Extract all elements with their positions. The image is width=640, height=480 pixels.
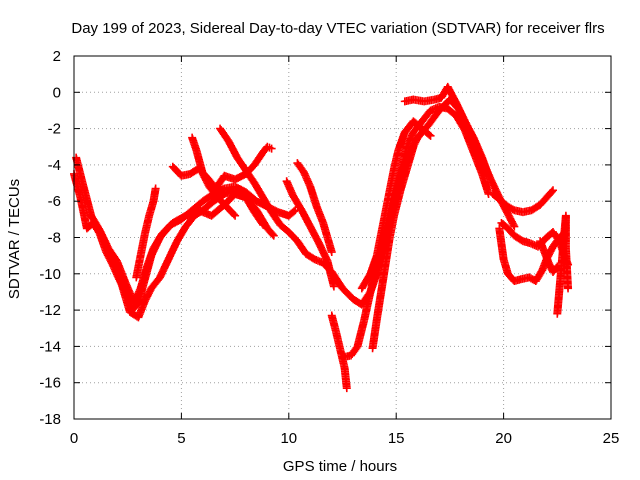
x-tick-label: 15	[388, 430, 405, 447]
series-track-4	[132, 184, 160, 282]
y-tick-label: -8	[48, 230, 61, 247]
y-tick-label: -4	[48, 157, 61, 174]
series-track-18	[536, 237, 562, 276]
series-track-9	[293, 159, 336, 257]
series-track-19	[553, 211, 573, 318]
data-point	[409, 142, 418, 151]
series-track-6	[188, 133, 240, 220]
x-tick-label: 5	[177, 430, 185, 447]
data-point	[229, 210, 238, 219]
y-tick-label: -14	[39, 338, 61, 355]
y-tick-label: 2	[53, 48, 61, 65]
x-tick-label: 25	[603, 430, 620, 447]
data-point	[267, 144, 276, 153]
y-tick-label: -10	[39, 266, 61, 283]
y-tick-label: -12	[39, 302, 61, 319]
axis-ticks: 0 5 10 15 20 25 -18 -16 -14 -12 -10 -8 -6 -4 -2 0 2	[39, 48, 619, 447]
y-tick-label: -6	[48, 193, 61, 210]
y-tick-label: -2	[48, 121, 61, 138]
series-track-15	[488, 186, 558, 217]
data-point	[547, 187, 556, 196]
data-point	[258, 219, 267, 228]
y-tick-label: -16	[39, 375, 61, 392]
data-point	[329, 282, 338, 291]
series-track-8	[282, 177, 338, 291]
data-point	[549, 186, 558, 195]
series-track-13	[368, 142, 418, 353]
y-tick-label: 0	[53, 84, 61, 101]
data-point	[289, 207, 298, 216]
series-track-3	[108, 186, 268, 322]
series-track-5	[168, 142, 276, 193]
x-tick-label: 0	[70, 430, 78, 447]
data-point	[426, 131, 435, 140]
data-point	[509, 221, 518, 230]
chart-title: Day 199 of 2023, Sidereal Day-to-day VTE…	[71, 20, 604, 37]
y-tick-label: -18	[39, 411, 61, 428]
data-point	[259, 220, 268, 229]
series-track-14	[400, 82, 493, 180]
series-track-12	[357, 117, 435, 293]
x-axis-label: GPS time / hours	[283, 458, 397, 475]
data-point	[510, 222, 519, 231]
x-tick-label: 10	[280, 430, 297, 447]
data-point	[231, 211, 240, 220]
data-point	[342, 384, 351, 393]
data-point	[151, 184, 160, 193]
x-tick-label: 20	[495, 430, 512, 447]
data-point	[484, 171, 493, 180]
data-point	[327, 248, 336, 257]
series-track-10	[327, 311, 351, 393]
data-point	[564, 284, 573, 293]
data-point	[425, 130, 434, 139]
y-axis-label: SDTVAR / TECUs	[6, 179, 23, 299]
data-point	[269, 231, 278, 240]
data-layer	[70, 82, 573, 393]
data-point	[268, 230, 277, 239]
